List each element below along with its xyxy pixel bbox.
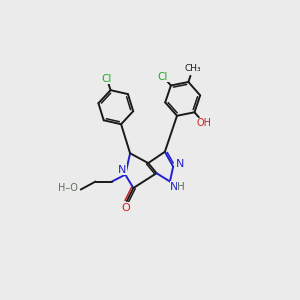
Text: CH₃: CH₃ [184, 64, 201, 73]
Text: H: H [177, 182, 185, 192]
Text: O: O [121, 203, 130, 213]
Text: Cl: Cl [158, 72, 168, 82]
Text: H–O: H–O [58, 183, 78, 193]
Text: Cl: Cl [102, 74, 112, 84]
Text: N: N [118, 165, 126, 175]
Text: N: N [170, 182, 178, 192]
Text: N: N [176, 159, 184, 169]
Text: OH: OH [197, 118, 212, 128]
